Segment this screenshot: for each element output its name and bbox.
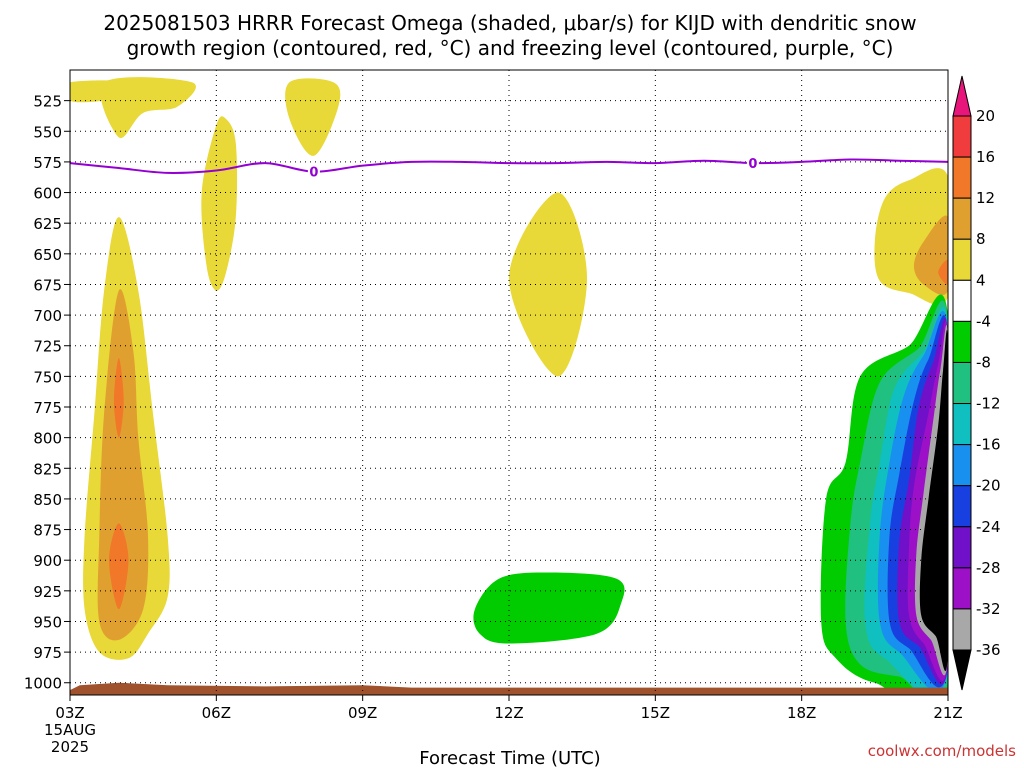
omega-region-21 [919,329,948,671]
colorbar-label: -24 [976,518,1001,536]
omega-region-7 [109,523,129,610]
y-tick-label: 975 [33,644,62,662]
y-tick-label: 925 [33,583,62,601]
colorbar-label: -32 [976,600,1001,618]
y-tick-label: 550 [33,123,62,141]
freezing-label-bg [307,163,320,180]
x-tick-label: 15Z [641,704,670,722]
x-tick-label: 03Z [55,704,84,722]
omega-region-6 [113,358,124,438]
omega-region-11 [938,259,948,285]
plot-area: 00 [69,69,949,696]
colorbar-label: 12 [976,189,995,207]
omega-region-1 [100,77,196,139]
colorbar-label: -20 [976,477,1001,495]
y-tick-label: 1000 [24,675,62,693]
colorbar-label: -36 [976,641,1001,659]
date-label-year: 2025 [51,738,89,756]
colorbar-label: -16 [976,436,1001,454]
y-tick-label: 900 [33,552,62,570]
colorbar-label: -8 [976,353,991,371]
colorbar-label: -28 [976,559,1001,577]
y-tick-label: 750 [33,368,62,386]
colorbar-segment [952,361,972,405]
colorbar-segment [952,403,972,446]
colorbar-label: 4 [976,271,986,289]
colorbar-segment [952,320,972,363]
omega-region-2 [285,78,341,156]
omega-region-8 [509,192,587,377]
y-tick-label: 950 [33,613,62,631]
y-axis-ticks: 525 550 575 600 625 650 675 700 725 750 775 800 825 8… [24,93,70,693]
colorbar-segment [952,156,972,199]
y-tick-label: 850 [33,491,62,509]
omega-region-3 [201,116,238,291]
freezing-label-bg [746,155,759,172]
colorbar: 20 16 12 8 4 -4 -8 -12 -16 -20 -24 -28 -32 -36 [952,75,1001,691]
colorbar-segment [952,279,972,322]
colorbar-label: 16 [976,148,995,166]
x-tick-label: 18Z [787,704,816,722]
colorbar-segment [952,526,972,569]
y-tick-label: 575 [33,154,62,172]
freezing-level-label-1: 0 [748,157,757,172]
y-tick-label: 525 [33,93,62,111]
y-tick-label: 800 [33,430,62,448]
credit-text: coolwx.com/models [868,742,1016,760]
terrain-fill [70,682,948,695]
freezing-level-label-0: 0 [309,166,318,181]
omega-region-12 [473,572,625,644]
colorbar-label: 8 [976,230,986,248]
x-tick-label: 21Z [933,704,962,722]
y-tick-label: 825 [33,460,62,478]
colorbar-segment [952,485,972,528]
x-axis-ticks: 03Z 06Z 09Z 12Z 15Z 18Z 21Z [55,695,963,722]
colorbar-label: 20 [976,107,995,125]
chart-title-line2: growth region (contoured, red, °C) and f… [127,36,894,60]
freezing-level-line: 00 [69,155,949,181]
y-tick-label: 675 [33,276,62,294]
colorbar-segment [952,197,972,240]
freezing-level-path [69,158,949,174]
y-tick-label: 625 [33,215,62,233]
colorbar-label: -12 [976,395,1001,413]
date-label-day: 15AUG [44,721,96,739]
colorbar-segment [952,567,972,610]
colorbar-segment [952,608,972,651]
colorbar-segment [952,115,972,158]
y-tick-label: 600 [33,185,62,203]
y-tick-label: 775 [33,399,62,417]
colorbar-segment [952,238,972,281]
terrain-strip [70,682,948,695]
colorbar-segment [952,444,972,487]
colorbar-label: -4 [976,312,991,330]
chart-title-line1: 2025081503 HRRR Forecast Omega (shaded, … [103,11,916,35]
x-tick-label: 12Z [494,704,523,722]
y-tick-label: 650 [33,246,62,264]
omega-regions [70,77,948,695]
x-tick-label: 09Z [348,704,377,722]
y-tick-label: 875 [33,522,62,540]
colorbar-bottom-triangle [952,649,972,691]
x-tick-label: 06Z [202,704,231,722]
y-tick-label: 700 [33,307,62,325]
x-axis-label: Forecast Time (UTC) [419,748,600,768]
colorbar-top-triangle [952,75,972,117]
y-tick-label: 725 [33,338,62,356]
